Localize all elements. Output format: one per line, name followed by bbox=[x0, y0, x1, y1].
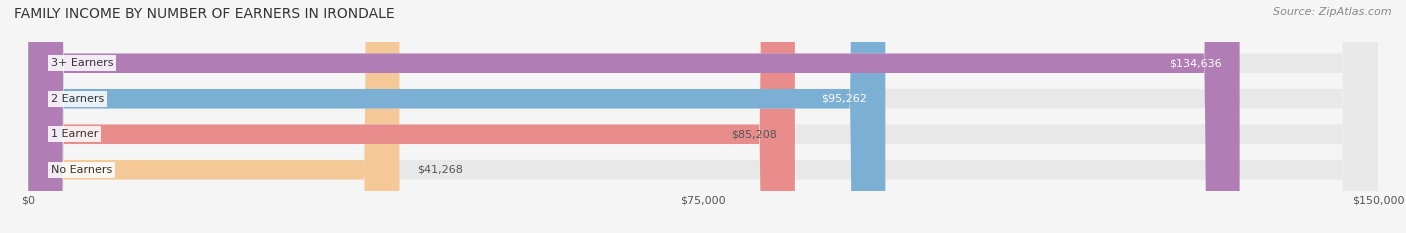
Text: 2 Earners: 2 Earners bbox=[51, 94, 104, 104]
Text: $41,268: $41,268 bbox=[418, 165, 464, 175]
Text: 1 Earner: 1 Earner bbox=[51, 129, 98, 139]
Text: $85,208: $85,208 bbox=[731, 129, 778, 139]
Text: Source: ZipAtlas.com: Source: ZipAtlas.com bbox=[1274, 7, 1392, 17]
Text: No Earners: No Earners bbox=[51, 165, 112, 175]
Text: $134,636: $134,636 bbox=[1168, 58, 1222, 68]
FancyBboxPatch shape bbox=[28, 0, 1378, 233]
FancyBboxPatch shape bbox=[28, 0, 399, 233]
FancyBboxPatch shape bbox=[28, 0, 1378, 233]
FancyBboxPatch shape bbox=[28, 0, 886, 233]
FancyBboxPatch shape bbox=[28, 0, 794, 233]
Text: 3+ Earners: 3+ Earners bbox=[51, 58, 112, 68]
Text: FAMILY INCOME BY NUMBER OF EARNERS IN IRONDALE: FAMILY INCOME BY NUMBER OF EARNERS IN IR… bbox=[14, 7, 395, 21]
FancyBboxPatch shape bbox=[28, 0, 1240, 233]
FancyBboxPatch shape bbox=[28, 0, 1378, 233]
FancyBboxPatch shape bbox=[28, 0, 1378, 233]
Text: $95,262: $95,262 bbox=[821, 94, 868, 104]
